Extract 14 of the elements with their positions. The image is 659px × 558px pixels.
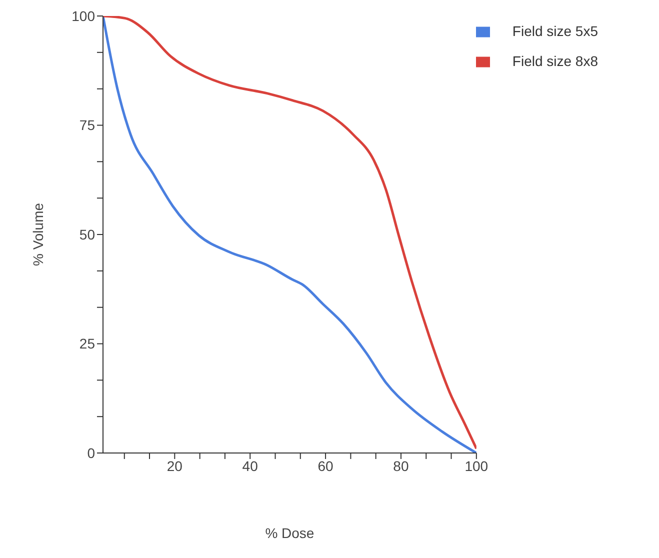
x-tick-label: 20 [166,458,183,474]
legend-label: Field size 5x5 [512,23,598,39]
x-tick-label: 100 [464,458,488,474]
x-tick-label: 80 [393,458,409,474]
x-axis-title: % Dose [265,525,314,541]
y-tick-label: 25 [79,336,96,352]
x-tick-label: 60 [318,458,334,474]
y-axis-title: % Volume [30,202,46,266]
y-tick-label: 75 [79,117,96,134]
x-tick-label: 40 [242,458,258,474]
y-tick-label: 100 [72,8,96,24]
y-tick-label: 50 [79,226,96,242]
y-tick-label: 0 [87,444,96,461]
legend-label: Field size 8x8 [512,53,598,69]
